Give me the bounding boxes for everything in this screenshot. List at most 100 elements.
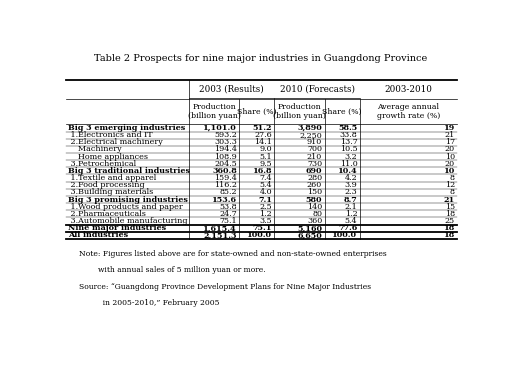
- Text: 10.4: 10.4: [338, 167, 357, 175]
- Text: 116.2: 116.2: [214, 181, 237, 189]
- Text: 2,151.3: 2,151.3: [203, 231, 237, 239]
- Text: 1,101.0: 1,101.0: [203, 124, 237, 132]
- Text: 20: 20: [445, 145, 455, 154]
- Text: 5.4: 5.4: [260, 181, 272, 189]
- Text: 2.Food processing: 2.Food processing: [68, 181, 144, 189]
- Text: 3.5: 3.5: [260, 217, 272, 225]
- Text: 910: 910: [307, 138, 322, 146]
- Text: 1.Textile and apparel: 1.Textile and apparel: [68, 174, 156, 182]
- Text: 2010 (Forecasts): 2010 (Forecasts): [279, 85, 355, 94]
- Text: All industries: All industries: [68, 231, 128, 239]
- Text: with annual sales of 5 million yuan or more.: with annual sales of 5 million yuan or m…: [79, 266, 266, 274]
- Text: 10.5: 10.5: [340, 145, 357, 154]
- Text: 2.1: 2.1: [345, 203, 357, 211]
- Text: 85.2: 85.2: [219, 188, 237, 196]
- Text: 12: 12: [445, 181, 455, 189]
- Text: 700: 700: [307, 145, 322, 154]
- Text: 1,615.4: 1,615.4: [203, 224, 237, 232]
- Text: 3.9: 3.9: [345, 181, 357, 189]
- Text: 75.1: 75.1: [252, 224, 272, 232]
- Text: 2.Pharmaceuticals: 2.Pharmaceuticals: [68, 210, 146, 218]
- Text: 360: 360: [307, 217, 322, 225]
- Text: 260: 260: [307, 181, 322, 189]
- Text: 10: 10: [444, 167, 455, 175]
- Text: in 2005‐2010,” February 2005: in 2005‐2010,” February 2005: [79, 299, 220, 307]
- Text: 8: 8: [450, 174, 455, 182]
- Text: 5.1: 5.1: [260, 152, 272, 161]
- Text: 14.1: 14.1: [254, 138, 272, 146]
- Text: 33.8: 33.8: [340, 131, 357, 139]
- Text: 194.4: 194.4: [214, 145, 237, 154]
- Text: 7.1: 7.1: [258, 196, 272, 204]
- Text: Big 3 traditional industries: Big 3 traditional industries: [68, 167, 189, 175]
- Text: 1.2: 1.2: [345, 210, 357, 218]
- Text: 51.2: 51.2: [252, 124, 272, 132]
- Text: 140: 140: [307, 203, 322, 211]
- Text: 18: 18: [444, 231, 455, 239]
- Text: 159.4: 159.4: [214, 174, 237, 182]
- Text: 3.Building materials: 3.Building materials: [68, 188, 153, 196]
- Text: 210: 210: [307, 152, 322, 161]
- Text: 204.5: 204.5: [214, 160, 237, 168]
- Text: 4.0: 4.0: [260, 188, 272, 196]
- Text: 21: 21: [445, 131, 455, 139]
- Text: 80: 80: [312, 210, 322, 218]
- Text: Big 3 emerging industries: Big 3 emerging industries: [68, 124, 185, 132]
- Text: 2003-2010: 2003-2010: [385, 85, 433, 94]
- Text: 2,250: 2,250: [299, 131, 322, 139]
- Text: 25: 25: [445, 217, 455, 225]
- Text: 10: 10: [445, 152, 455, 161]
- Text: Production
(billion yuan): Production (billion yuan): [273, 103, 326, 120]
- Text: 2.3: 2.3: [345, 188, 357, 196]
- Text: 6,650: 6,650: [297, 231, 322, 239]
- Text: 11.0: 11.0: [340, 160, 357, 168]
- Text: 303.3: 303.3: [214, 138, 237, 146]
- Text: 53.8: 53.8: [219, 203, 237, 211]
- Text: 77.6: 77.6: [338, 224, 357, 232]
- Text: 360.8: 360.8: [212, 167, 237, 175]
- Text: Production
(billion yuan): Production (billion yuan): [188, 103, 240, 120]
- Text: 18: 18: [444, 224, 455, 232]
- Text: 4.2: 4.2: [345, 174, 357, 182]
- Text: 108.9: 108.9: [214, 152, 237, 161]
- Text: 18: 18: [445, 210, 455, 218]
- Text: Source: “Guangdong Province Development Plans for Nine Major Industries: Source: “Guangdong Province Development …: [79, 283, 372, 291]
- Text: 9.5: 9.5: [260, 160, 272, 168]
- Text: 15: 15: [445, 203, 455, 211]
- Text: Nine major industries: Nine major industries: [68, 224, 166, 232]
- Text: 1.Electronics and IT: 1.Electronics and IT: [68, 131, 152, 139]
- Text: Home appliances: Home appliances: [68, 152, 148, 161]
- Text: 27.6: 27.6: [254, 131, 272, 139]
- Text: 19: 19: [444, 124, 455, 132]
- Text: 2.5: 2.5: [260, 203, 272, 211]
- Text: 24.7: 24.7: [219, 210, 237, 218]
- Text: Big 3 promising industries: Big 3 promising industries: [68, 196, 187, 204]
- Text: 21: 21: [444, 196, 455, 204]
- Text: 3.Automobile manufacturing: 3.Automobile manufacturing: [68, 217, 187, 225]
- Text: 58.5: 58.5: [338, 124, 357, 132]
- Text: 20: 20: [445, 160, 455, 168]
- Text: 8.7: 8.7: [344, 196, 357, 204]
- Text: 8: 8: [450, 188, 455, 196]
- Text: Share (%): Share (%): [322, 108, 362, 115]
- Text: 580: 580: [305, 196, 322, 204]
- Text: Share (%): Share (%): [237, 108, 276, 115]
- Text: Machinery: Machinery: [68, 145, 121, 154]
- Text: 280: 280: [307, 174, 322, 182]
- Text: 3.2: 3.2: [345, 152, 357, 161]
- Text: 2003 (Results): 2003 (Results): [200, 85, 264, 94]
- Text: 153.6: 153.6: [212, 196, 237, 204]
- Text: 690: 690: [305, 167, 322, 175]
- Text: 13.7: 13.7: [340, 138, 357, 146]
- Text: 593.2: 593.2: [214, 131, 237, 139]
- Text: 5,160: 5,160: [297, 224, 322, 232]
- Text: 1.Wood products and paper: 1.Wood products and paper: [68, 203, 182, 211]
- Text: 150: 150: [307, 188, 322, 196]
- Text: 730: 730: [307, 160, 322, 168]
- Text: 1.2: 1.2: [259, 210, 272, 218]
- Text: Note: Figures listed above are for state-owned and non-state-owned enterprises: Note: Figures listed above are for state…: [79, 250, 387, 258]
- Text: 75.1: 75.1: [219, 217, 237, 225]
- Text: 17: 17: [445, 138, 455, 146]
- Text: 3.Petrochemical: 3.Petrochemical: [68, 160, 136, 168]
- Text: 100.0: 100.0: [247, 231, 272, 239]
